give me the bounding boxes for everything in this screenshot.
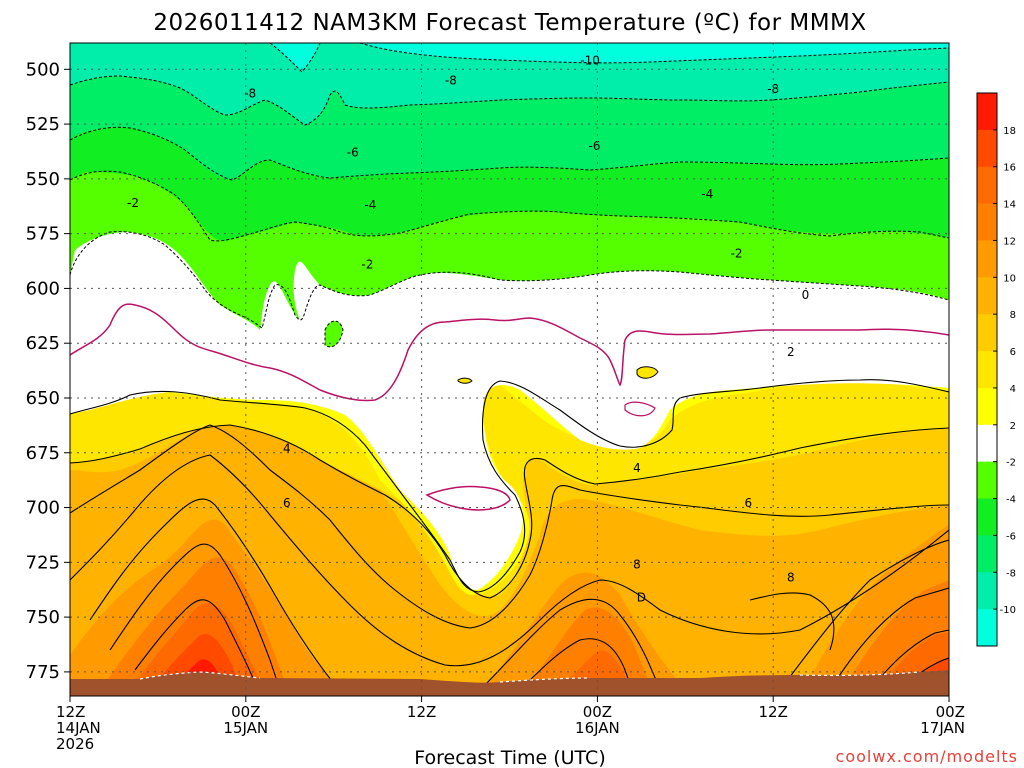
contour-label: 0 bbox=[802, 288, 810, 302]
contour-label: -2 bbox=[731, 246, 743, 260]
contour-label: 4 bbox=[283, 441, 291, 455]
contour-label: 2 bbox=[787, 345, 795, 359]
chart-title: 2026011412 NAM3KM Forecast Temperature (… bbox=[153, 10, 866, 36]
x-tick-label: 2026 bbox=[56, 735, 94, 753]
colorbar-label: -8 bbox=[1006, 568, 1016, 579]
contour-label: 6 bbox=[283, 496, 291, 510]
y-tick-label: 725 bbox=[26, 552, 60, 573]
y-tick-label: 700 bbox=[26, 498, 60, 519]
contour-label: -10 bbox=[580, 54, 600, 68]
contour-label: -6 bbox=[347, 146, 359, 160]
contour-label: 8 bbox=[787, 571, 795, 585]
contour-label: -2 bbox=[361, 257, 373, 271]
colorbar-label: 10 bbox=[1003, 273, 1016, 284]
colorbar: 18 16 14 12 10 8 6 4 2 -2 -4 -6 -8 -10 bbox=[976, 92, 1016, 647]
colorbar-label: 14 bbox=[1003, 200, 1016, 211]
colorbar-border bbox=[976, 92, 998, 647]
colorbar-swatch bbox=[977, 314, 997, 352]
colorbar-swatch bbox=[977, 203, 997, 241]
x-tick-label: 15JAN bbox=[223, 719, 268, 737]
y-tick-label: 750 bbox=[26, 607, 60, 628]
x-tick-label: 17JAN bbox=[920, 719, 965, 737]
x-tick-label: 12Z bbox=[407, 703, 436, 721]
colorbar-label: -10 bbox=[1000, 605, 1016, 616]
temperature-band-below-minus10 bbox=[270, 43, 949, 72]
contour-labels: -10 -8 -8 -8 -6 -6 -4 -4 -2 -2 -2 0 2 4 4 6 6 8 8 D bbox=[127, 54, 810, 605]
ground-surface-edge bbox=[139, 671, 921, 683]
colorbar-label: 12 bbox=[1003, 236, 1016, 247]
colorbar-swatch bbox=[977, 535, 997, 573]
colorbar-swatch bbox=[977, 387, 997, 426]
warm-pocket-contour bbox=[636, 366, 659, 379]
colorbar-label: -2 bbox=[1006, 458, 1016, 469]
colorbar-label: 4 bbox=[1010, 384, 1016, 395]
y-axis: 500 525 550 575 600 625 650 675 700 725 750 775 bbox=[26, 59, 70, 683]
colorbar-label: 2 bbox=[1010, 421, 1016, 432]
y-tick-label: 525 bbox=[26, 114, 60, 135]
x-tick-label: 00Z bbox=[231, 703, 260, 721]
contour-label: 4 bbox=[633, 461, 641, 475]
y-tick-label: 650 bbox=[26, 388, 60, 409]
zero-degree-small-contour bbox=[624, 401, 656, 417]
contour-label: 6 bbox=[744, 496, 752, 510]
colorbar-label: 8 bbox=[1010, 310, 1016, 321]
contour-label: -4 bbox=[364, 198, 376, 212]
colorbar-swatch bbox=[977, 351, 997, 389]
y-tick-label: 625 bbox=[26, 333, 60, 354]
x-tick-label: 00Z bbox=[583, 703, 612, 721]
colorbar-label: 16 bbox=[1003, 163, 1016, 174]
contour-label: -8 bbox=[244, 86, 256, 100]
credit-text: coolwx.com/modelts bbox=[836, 747, 1018, 766]
zero-degree-closed-contour bbox=[425, 485, 511, 511]
colorbar-label: -6 bbox=[1006, 531, 1016, 542]
colorbar-swatch bbox=[977, 240, 997, 278]
x-axis-label: Forecast Time (UTC) bbox=[414, 747, 605, 768]
colorbar-swatch bbox=[977, 93, 997, 131]
zero-degree-contour bbox=[70, 303, 949, 402]
y-tick-label: 550 bbox=[26, 169, 60, 190]
contour-label: -8 bbox=[445, 73, 457, 87]
colorbar-swatch bbox=[977, 572, 997, 610]
colorbar-swatch bbox=[977, 424, 997, 463]
colorbar-swatch bbox=[977, 461, 997, 500]
contour-label: -8 bbox=[767, 82, 779, 96]
colorbar-label: -4 bbox=[1006, 495, 1016, 506]
contour-label: -6 bbox=[588, 139, 600, 153]
y-tick-label: 600 bbox=[26, 278, 60, 299]
colorbar-swatch bbox=[977, 609, 997, 647]
y-tick-label: 575 bbox=[26, 224, 60, 245]
x-tick-label: 14JAN bbox=[56, 719, 101, 737]
colorbar-label: 6 bbox=[1010, 347, 1016, 358]
cold-contours bbox=[70, 43, 949, 348]
colorbar-swatch bbox=[977, 277, 997, 315]
plot-border bbox=[69, 42, 950, 697]
warm-pocket-contour-2 bbox=[457, 377, 473, 384]
plot-area: -10 -8 -8 -8 -6 -6 -4 -4 -2 -2 -2 0 2 4 4 6 6 8 8 D bbox=[70, 43, 949, 696]
y-tick-label: 500 bbox=[26, 59, 60, 80]
colorbar-swatch bbox=[977, 498, 997, 536]
warm-contours bbox=[70, 379, 949, 691]
contour-label: D bbox=[637, 590, 646, 604]
ground-surface bbox=[70, 670, 949, 696]
x-tick-label: 12Z bbox=[759, 703, 788, 721]
y-tick-label: 775 bbox=[26, 662, 60, 683]
contour-label: -4 bbox=[701, 187, 713, 201]
y-tick-label: 675 bbox=[26, 443, 60, 464]
x-tick-label: 12Z bbox=[56, 703, 85, 721]
x-tick-label: 00Z bbox=[936, 703, 965, 721]
colorbar-swatch bbox=[977, 129, 997, 168]
contour-label: 8 bbox=[633, 558, 641, 572]
temperature-band-minus10-minus8 bbox=[70, 43, 949, 125]
x-tick-label: 16JAN bbox=[575, 719, 620, 737]
temperature-band-minus4-blob bbox=[325, 321, 343, 347]
colorbar-swatch bbox=[977, 166, 997, 205]
contour-label: -2 bbox=[127, 196, 139, 210]
colorbar-label: 18 bbox=[1003, 126, 1016, 137]
